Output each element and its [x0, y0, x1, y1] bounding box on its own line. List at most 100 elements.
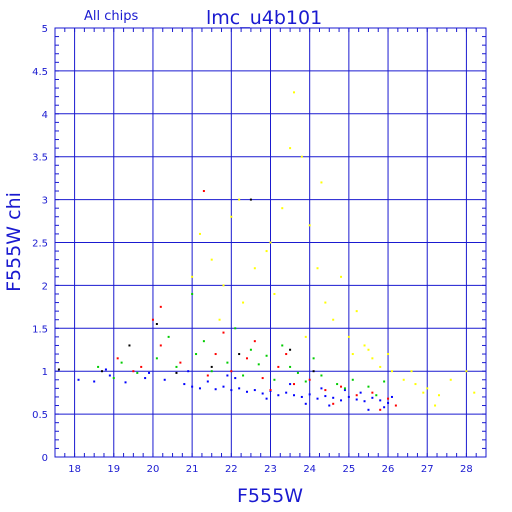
data-point: [379, 408, 382, 411]
data-point: [390, 370, 393, 373]
data-point: [218, 318, 221, 321]
data-point: [355, 394, 358, 397]
data-point: [124, 381, 127, 384]
data-point: [112, 377, 115, 380]
data-point: [151, 318, 154, 321]
y-axis-label: F555W chi: [3, 192, 25, 292]
data-point: [473, 391, 476, 394]
y-tick-label: 3: [42, 196, 48, 207]
data-point: [304, 402, 307, 405]
data-point: [155, 323, 158, 326]
data-point: [340, 385, 343, 388]
data-point: [242, 374, 245, 377]
y-tick-label: 2.5: [32, 239, 48, 250]
x-tick-label: 26: [382, 464, 395, 475]
data-point: [238, 353, 241, 356]
data-point: [265, 397, 268, 400]
data-point: [230, 370, 233, 373]
data-point: [167, 335, 170, 338]
x-tick-label: 24: [303, 464, 316, 475]
data-point: [238, 198, 241, 201]
data-point: [57, 368, 60, 371]
data-point: [210, 365, 213, 368]
data-point: [191, 275, 194, 278]
data-point: [324, 395, 327, 398]
data-point: [269, 389, 272, 392]
y-tick-label: 4: [42, 110, 48, 121]
data-point: [308, 378, 311, 381]
data-point: [312, 370, 315, 373]
tick-labels: 18 19 20 21 22 23 24 25 26 27 28 0 0.5 1 1.5 2 2.5 3 3.5 4 4…: [32, 24, 473, 475]
data-point: [261, 392, 264, 395]
data-point: [214, 353, 217, 356]
data-point: [222, 385, 225, 388]
y-tick-label: 4.5: [32, 67, 48, 78]
data-point: [253, 389, 256, 392]
data-point: [257, 363, 260, 366]
data-point: [214, 388, 217, 391]
data-point: [375, 394, 378, 397]
x-axis-label: F555W: [237, 485, 303, 507]
y-tick-label: 0: [42, 453, 48, 464]
data-point: [245, 357, 248, 360]
data-point: [410, 370, 413, 373]
y-tick-label: 0.5: [32, 410, 48, 421]
data-point: [265, 250, 268, 253]
data-point: [324, 301, 327, 304]
data-point: [132, 370, 135, 373]
data-point: [320, 181, 323, 184]
data-point: [328, 404, 331, 407]
data-point: [355, 310, 358, 313]
data-point: [351, 378, 354, 381]
data-point: [387, 353, 390, 356]
data-point: [206, 380, 209, 383]
data-point: [383, 406, 386, 409]
data-point: [191, 292, 194, 295]
chart-title: lmc_u4b101: [206, 7, 322, 29]
data-point: [289, 383, 292, 386]
data-point: [308, 393, 311, 396]
data-point: [116, 357, 119, 360]
data-point: [371, 391, 374, 394]
data-point: [324, 389, 327, 392]
data-point: [340, 399, 343, 402]
y-tick-label: 2: [42, 281, 48, 292]
data-point: [159, 305, 162, 308]
data-point: [230, 215, 233, 218]
data-point: [367, 408, 370, 411]
data-point: [234, 327, 237, 330]
data-point: [175, 371, 178, 374]
data-point: [379, 365, 382, 368]
data-point: [293, 394, 296, 397]
data-point: [120, 361, 123, 364]
x-tick-label: 23: [264, 464, 277, 475]
data-point: [379, 399, 382, 402]
data-point: [249, 348, 252, 351]
data-point: [465, 370, 468, 373]
data-point: [210, 370, 213, 373]
data-point: [222, 284, 225, 287]
data-point: [273, 378, 276, 381]
data-point: [359, 391, 362, 394]
data-point: [289, 147, 292, 150]
data-point: [363, 400, 366, 403]
data-point: [347, 335, 350, 338]
data-point: [230, 389, 233, 392]
data-point: [210, 258, 213, 261]
data-point: [316, 397, 319, 400]
data-point: [390, 395, 393, 398]
data-point: [242, 301, 245, 304]
data-point: [144, 377, 147, 380]
data-point: [198, 232, 201, 235]
data-point: [394, 404, 397, 407]
data-point: [101, 370, 104, 373]
chart-subtitle: All chips: [84, 9, 138, 24]
data-point: [426, 387, 429, 390]
y-tick-label: 1.5: [32, 324, 48, 335]
data-point: [281, 207, 284, 210]
data-point: [261, 377, 264, 380]
data-point: [351, 353, 354, 356]
data-point: [293, 91, 296, 94]
data-point: [253, 267, 256, 270]
